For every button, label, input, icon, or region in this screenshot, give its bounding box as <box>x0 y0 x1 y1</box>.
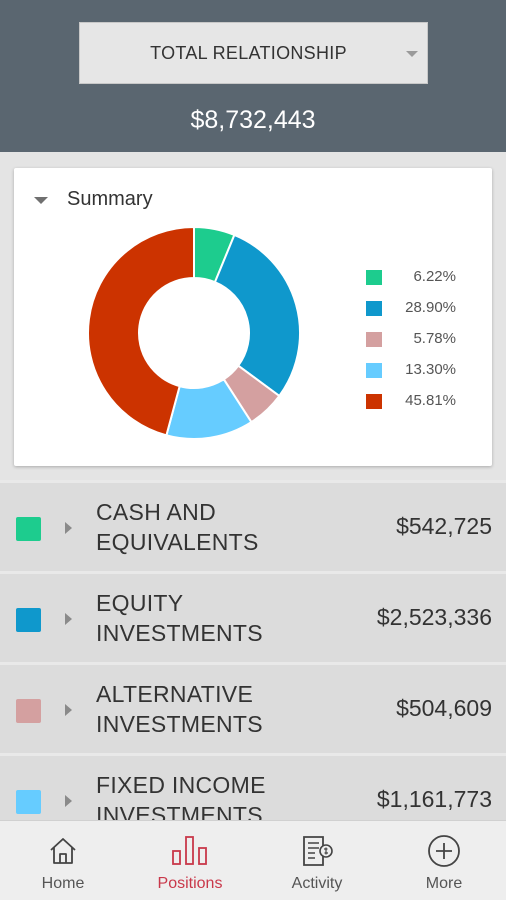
relationship-selector-label: TOTAL RELATIONSHIP <box>150 43 347 63</box>
legend-percent: 13.30% <box>405 361 456 378</box>
legend-swatch <box>366 332 382 347</box>
category-color-swatch <box>16 699 41 723</box>
legend-item: 28.90% <box>366 297 476 328</box>
expand-arrow-icon[interactable] <box>65 522 72 534</box>
position-name: EQUITY INVESTMENTS <box>96 590 263 646</box>
legend-swatch <box>366 270 382 285</box>
legend-item: 5.78% <box>366 328 476 359</box>
position-amount: $542,725 <box>396 513 492 539</box>
position-amount: $1,161,773 <box>376 786 492 812</box>
allocation-donut-chart <box>87 225 301 440</box>
legend-percent: 6.22% <box>413 268 456 285</box>
bottom-tab-bar: Home Positions Activity More <box>0 820 506 900</box>
category-color-swatch <box>16 517 41 541</box>
collapse-toggle-icon[interactable] <box>34 197 48 204</box>
tab-more[interactable]: More <box>381 821 506 900</box>
summary-title: Summary <box>67 188 153 210</box>
legend-percent: 5.78% <box>413 330 456 347</box>
position-amount: $504,609 <box>396 695 492 721</box>
chart-legend: 6.22% 28.90% 5.78% 13.30% 45.81% <box>366 266 476 421</box>
position-amount: $2,523,336 <box>376 604 492 630</box>
tab-positions[interactable]: Positions <box>127 821 253 900</box>
category-color-swatch <box>16 790 41 814</box>
position-name: ALTERNATIVE INVESTMENTS <box>96 681 263 737</box>
position-row[interactable]: EQUITY INVESTMENTS $2,523,336 <box>0 571 506 662</box>
tab-label: Activity <box>291 875 343 892</box>
summary-card: Summary 6.22% 28.90% 5.78% 13.30% 45.81% <box>14 168 492 466</box>
expand-arrow-icon[interactable] <box>65 613 72 625</box>
legend-item: 13.30% <box>366 359 476 390</box>
legend-swatch <box>366 394 382 409</box>
legend-swatch <box>366 363 382 378</box>
chevron-down-icon <box>406 51 418 57</box>
plus-circle-icon <box>428 835 460 867</box>
position-row[interactable]: ALTERNATIVE INVESTMENTS $504,609 <box>0 662 506 753</box>
tab-label: Home <box>41 875 85 892</box>
total-value: $8,732,443 <box>190 106 316 134</box>
home-icon <box>50 838 76 864</box>
donut-slice[interactable] <box>213 233 301 398</box>
category-color-swatch <box>16 608 41 632</box>
tab-activity[interactable]: Activity <box>254 821 380 900</box>
legend-item: 6.22% <box>366 266 476 297</box>
app-header: TOTAL RELATIONSHIP $8,732,443 <box>0 0 506 152</box>
position-name: CASH AND EQUIVALENTS <box>96 499 259 555</box>
bar-chart-icon <box>172 836 207 865</box>
tab-label: More <box>425 875 463 892</box>
legend-item: 45.81% <box>366 390 476 421</box>
legend-swatch <box>366 301 382 316</box>
relationship-selector[interactable]: TOTAL RELATIONSHIP <box>79 22 428 84</box>
tab-label: Positions <box>157 875 223 892</box>
expand-arrow-icon[interactable] <box>65 795 72 807</box>
legend-percent: 45.81% <box>405 392 456 409</box>
statement-icon <box>303 836 333 866</box>
position-row[interactable]: CASH AND EQUIVALENTS $542,725 <box>0 480 506 571</box>
expand-arrow-icon[interactable] <box>65 704 72 716</box>
legend-percent: 28.90% <box>405 299 456 316</box>
positions-list: CASH AND EQUIVALENTS $542,725 EQUITY INVES… <box>0 480 506 844</box>
tab-home[interactable]: Home <box>0 821 126 900</box>
donut-slice[interactable] <box>87 225 195 437</box>
